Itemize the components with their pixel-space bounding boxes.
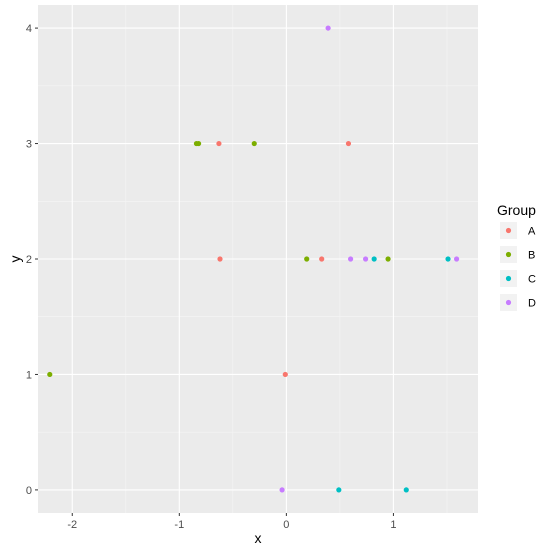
x-tick-label: -2 [67,519,77,531]
x-tick-label: 1 [390,519,396,531]
legend-key-point [505,251,512,258]
legend-key-point [505,227,512,234]
grid-major [38,5,478,513]
data-point [216,140,222,147]
data-point [195,140,202,147]
data-point [336,487,342,493]
data-point [403,487,409,493]
x-axis-ticks: -2 -1 0 1 [67,513,396,531]
data-point [348,256,354,262]
data-point [304,256,310,262]
data-point [279,487,285,493]
data-point [217,256,223,262]
data-point [371,256,377,262]
data-point [319,256,325,262]
y-tick-label: 1 [26,369,32,381]
data-point [282,371,288,378]
data-point [325,25,331,31]
data-points [47,25,460,493]
legend-title: Group [497,202,536,218]
y-tick-label: 0 [26,485,32,497]
y-tick-label: 4 [26,23,32,35]
legend-label: C [528,274,536,286]
legend-key-point [505,299,512,306]
y-axis-title: y [7,256,23,263]
x-axis-title: x [255,530,262,546]
x-tick-label: 0 [283,519,289,531]
y-tick-label: 2 [26,254,32,266]
data-point [445,256,451,262]
data-point [453,256,460,262]
data-point [47,371,53,378]
y-axis-ticks: 0 1 2 3 4 [26,23,38,497]
legend-key-point [505,275,512,282]
data-point [251,140,257,147]
data-point [385,256,391,262]
x-tick-label: -1 [174,519,184,531]
legend-label: A [528,226,536,238]
legend-label: B [528,250,535,262]
legend-label: D [528,298,536,310]
data-point [345,140,352,147]
y-tick-label: 3 [26,139,32,151]
data-point [362,256,369,262]
